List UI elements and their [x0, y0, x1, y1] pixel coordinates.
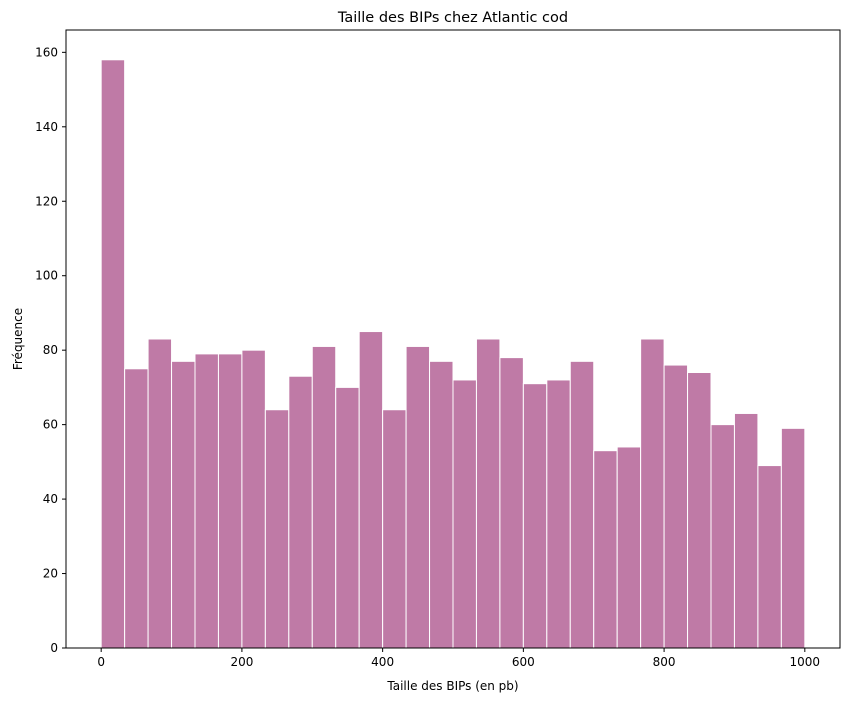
histogram-bar — [593, 450, 618, 649]
x-tick-label: 600 — [512, 655, 535, 669]
histogram-bar — [663, 364, 689, 649]
histogram-bar — [780, 427, 806, 649]
y-tick-label: 40 — [43, 492, 58, 506]
histogram-bar — [288, 375, 313, 649]
x-tick-label: 400 — [371, 655, 394, 669]
x-axis-label: Taille des BIPs (en pb) — [386, 679, 518, 693]
histogram-bar — [194, 353, 219, 649]
histogram-bar — [710, 424, 735, 649]
histogram-bar — [382, 409, 407, 649]
y-tick-label: 80 — [43, 343, 58, 357]
histogram-bar — [757, 465, 782, 649]
histogram-bar — [616, 446, 642, 649]
y-axis-ticks: 0 20 40 60 80 100 120 140 160 — [35, 45, 66, 655]
histogram-bar — [499, 357, 524, 649]
histogram-bar — [429, 360, 454, 649]
y-tick-label: 140 — [35, 120, 58, 134]
histogram-bar — [335, 386, 360, 649]
histogram-bar — [522, 383, 548, 649]
histogram-bar — [241, 349, 266, 649]
chart-title: Taille des BIPs chez Atlantic cod — [337, 10, 568, 26]
histogram-bar — [733, 412, 759, 649]
y-tick-label: 120 — [35, 194, 58, 208]
x-axis-ticks: 0 200 400 600 800 1000 — [97, 648, 820, 669]
x-tick-label: 1000 — [790, 655, 821, 669]
histogram-bar — [147, 338, 173, 649]
histogram-bar — [124, 368, 149, 649]
histogram-bar — [264, 409, 290, 649]
y-tick-label: 100 — [35, 269, 58, 283]
histogram-bar — [217, 353, 243, 649]
bars-group — [100, 59, 806, 649]
y-tick-label: 60 — [43, 418, 58, 432]
histogram-bar — [405, 345, 431, 649]
histogram-bar — [687, 372, 712, 649]
y-axis-label: Fréquence — [11, 308, 25, 370]
histogram-bar — [100, 59, 126, 649]
y-tick-label: 0 — [50, 641, 58, 655]
x-tick-label: 800 — [653, 655, 676, 669]
histogram-bar — [311, 345, 337, 649]
histogram-bar — [171, 360, 196, 649]
y-tick-label: 160 — [35, 45, 58, 59]
histogram-bar — [358, 331, 384, 649]
histogram-bar — [569, 360, 595, 649]
histogram-bar — [475, 338, 501, 649]
histogram-bar — [640, 338, 665, 649]
x-tick-label: 200 — [230, 655, 253, 669]
histogram-bar — [546, 379, 571, 649]
histogram-bar — [452, 379, 477, 649]
x-tick-label: 0 — [97, 655, 105, 669]
y-tick-label: 20 — [43, 567, 58, 581]
plot-frame — [65, 29, 841, 649]
